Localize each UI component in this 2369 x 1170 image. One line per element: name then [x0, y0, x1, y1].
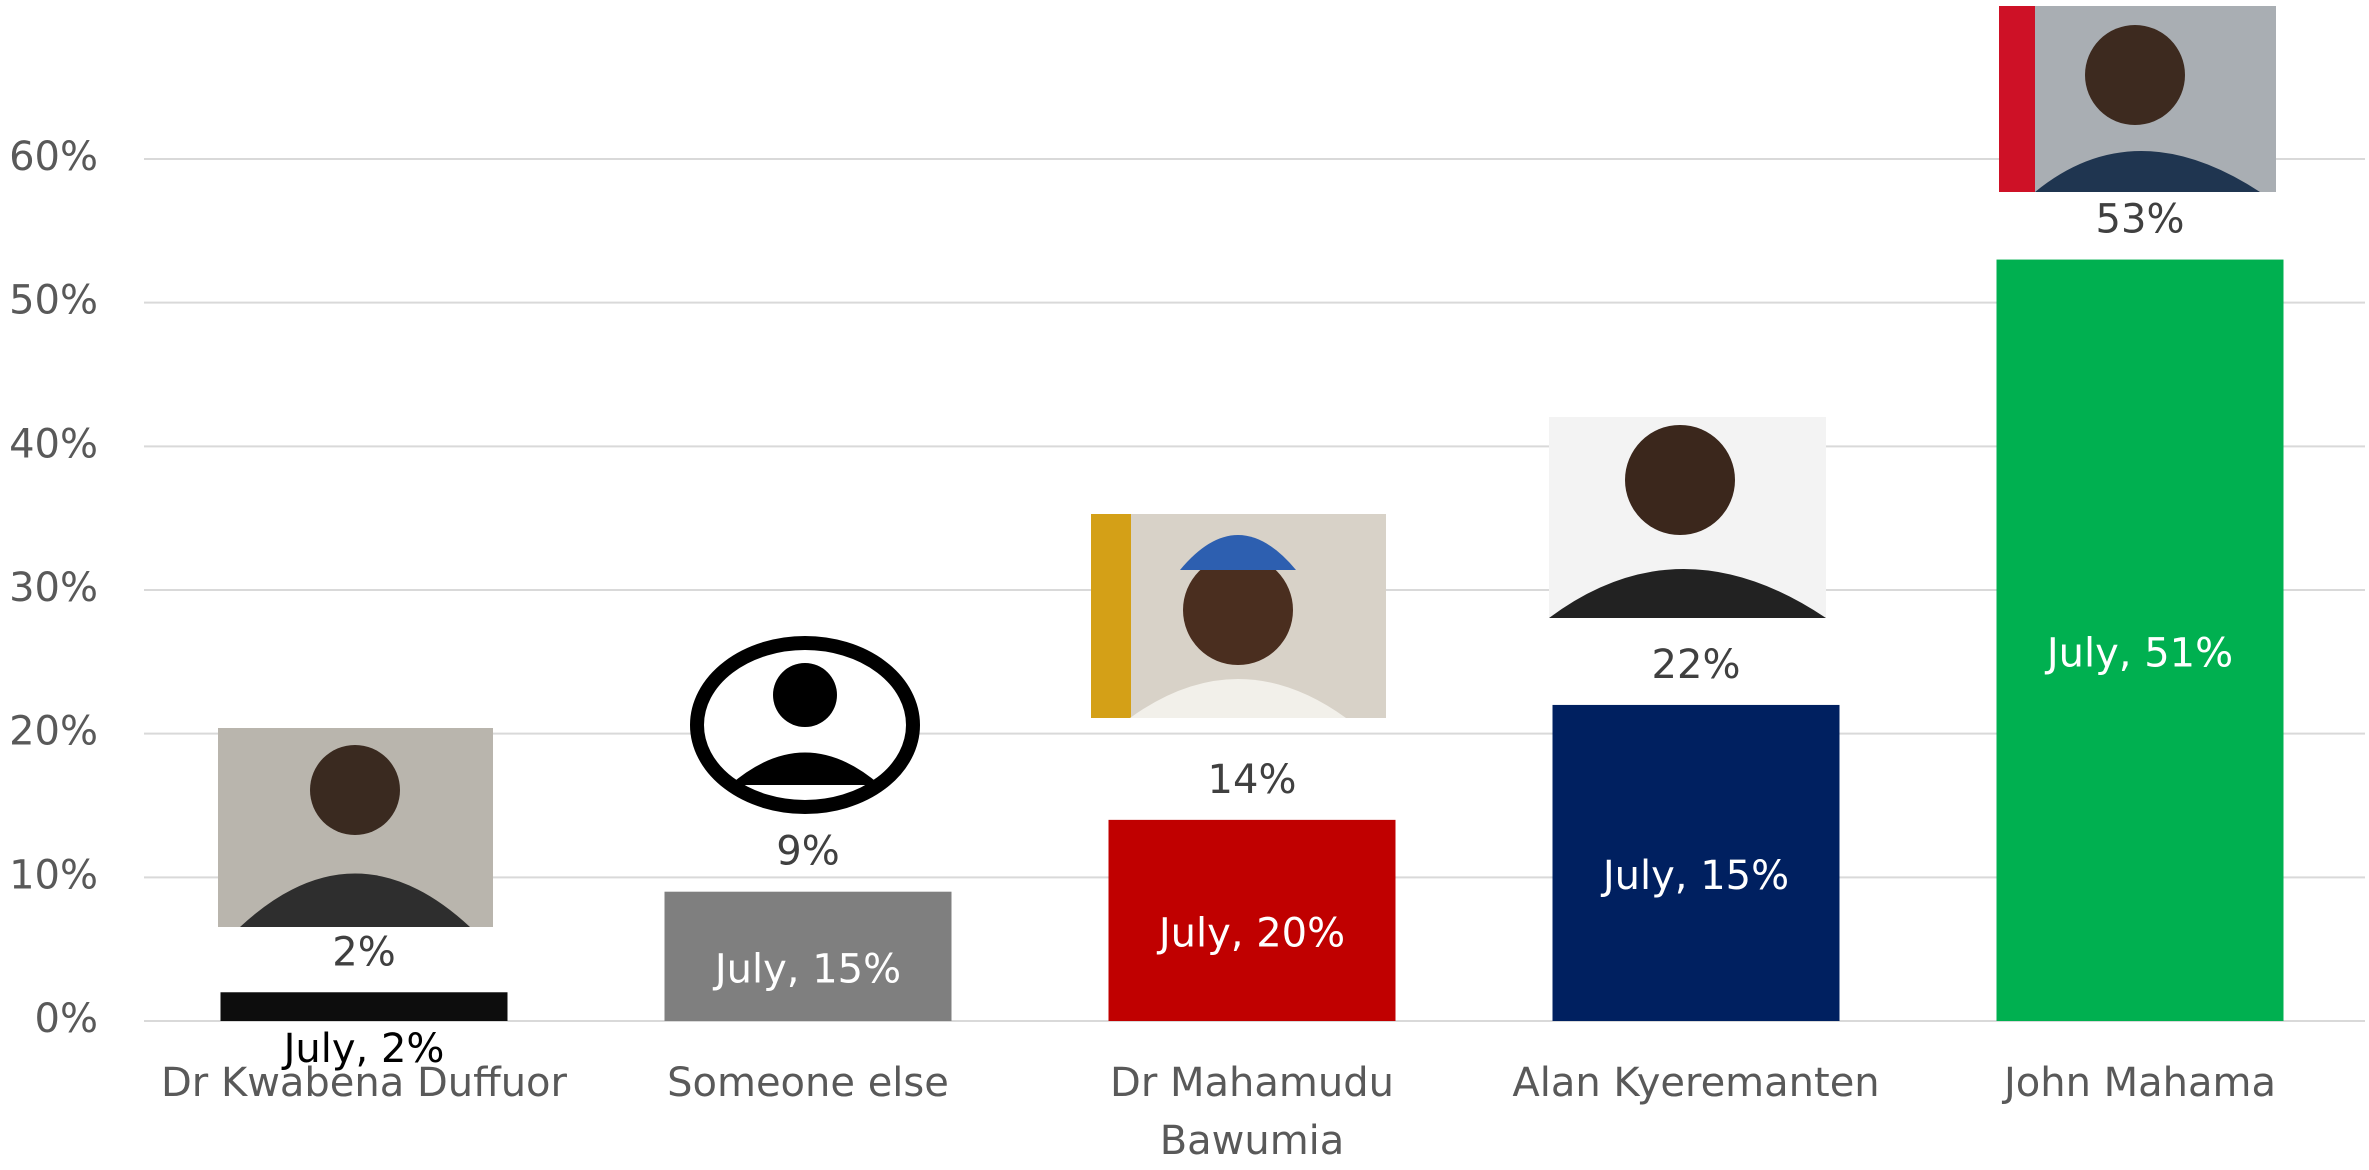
photo-body: [240, 873, 470, 927]
bar-annotation: July, 51%: [2044, 630, 2233, 676]
photo-body: [2035, 151, 2260, 192]
photo-hat: [1180, 535, 1296, 570]
silhouette-head: [773, 663, 837, 727]
flag: [1999, 6, 2035, 192]
value-label: 9%: [776, 829, 839, 875]
flag: [1091, 514, 1131, 718]
x-tick-label: Someone else: [667, 1060, 949, 1106]
y-tick-label: 30%: [9, 565, 98, 611]
bar-annotation: July, 20%: [1156, 910, 1345, 956]
y-tick-label: 10%: [9, 852, 98, 898]
photo-face: [310, 745, 400, 835]
photo-face: [1183, 555, 1293, 665]
y-tick-label: 50%: [9, 278, 98, 324]
bar: [1552, 704, 1840, 1021]
bar-annotation: July, 2%: [281, 1026, 445, 1072]
y-tick-label: 60%: [9, 134, 98, 180]
silhouette-body: [730, 752, 880, 785]
bar: [1996, 259, 2284, 1022]
value-label: 2%: [332, 929, 395, 975]
bar: [664, 891, 952, 1021]
value-label: 14%: [1208, 757, 1297, 803]
bar: [1108, 819, 1396, 1021]
y-tick-label: 40%: [9, 421, 98, 467]
x-tick-label: John Mahama: [2003, 1060, 2277, 1106]
x-tick-label: Alan Kyeremanten: [1512, 1060, 1880, 1106]
y-tick-label: 0%: [35, 996, 98, 1042]
bar-annotation: July, 15%: [1600, 853, 1789, 899]
photo-body: [1130, 679, 1346, 718]
photo-face: [2085, 25, 2185, 125]
value-label: 53%: [2096, 197, 2185, 243]
bar-annotation: July, 15%: [712, 946, 901, 992]
photo-body: [1549, 569, 1826, 618]
value-label: 22%: [1652, 642, 1741, 688]
x-tick-label: Dr Kwabena Duffuor: [161, 1060, 567, 1106]
y-tick-label: 20%: [9, 709, 98, 755]
x-tick-label: Dr Mahamudu Bawumia: [1110, 1060, 1394, 1164]
bar: [220, 992, 508, 1021]
photo-face: [1625, 425, 1735, 535]
photos: [218, 6, 2276, 927]
